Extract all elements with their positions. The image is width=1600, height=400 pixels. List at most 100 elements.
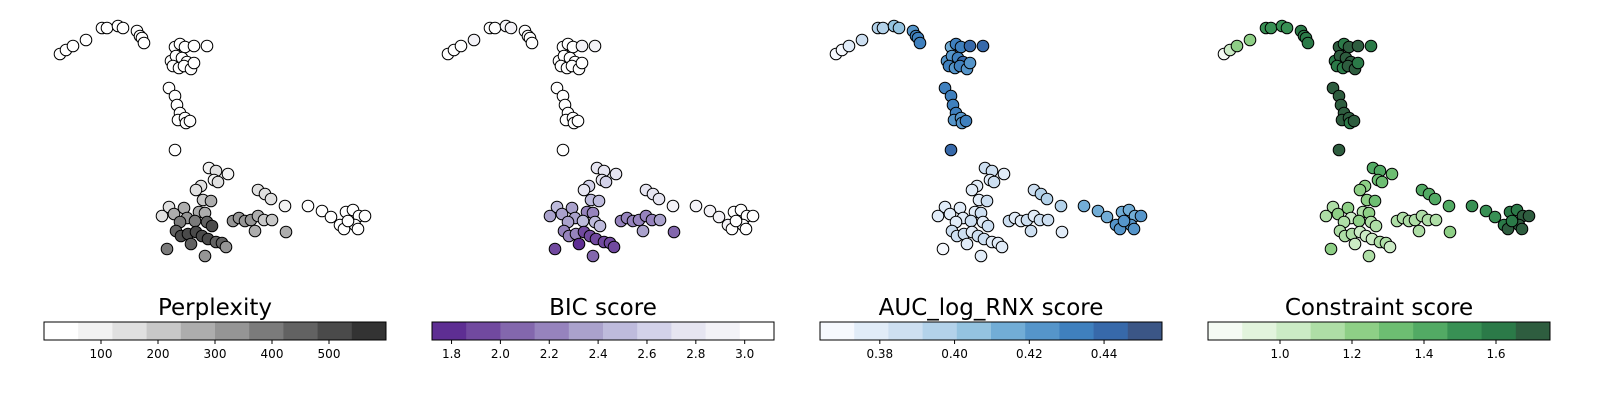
scatter-point <box>188 214 202 228</box>
colorbar-frame <box>819 321 1163 341</box>
scatter-point <box>959 114 973 128</box>
panel-title: AUC_log_RNX score <box>879 295 1104 321</box>
scatter-point <box>278 199 292 213</box>
scatter-point <box>703 204 717 218</box>
scatter-point <box>1319 209 1333 223</box>
colorbar-segment <box>1127 322 1163 340</box>
scatter-point <box>1348 237 1362 251</box>
scatter-point <box>963 39 977 53</box>
scatter-point <box>100 21 114 35</box>
scatter-point <box>1442 199 1456 213</box>
scatter-point <box>575 56 589 70</box>
scatter-point <box>1100 210 1114 224</box>
colorbar-segment <box>215 322 250 340</box>
colorbar-segment <box>991 322 1026 340</box>
scatter-point <box>219 240 233 254</box>
scatter-point <box>892 21 906 35</box>
scatter-point <box>324 210 338 224</box>
scatter-point <box>1352 214 1366 228</box>
colorbar-tick-label: 1.2 <box>1342 347 1361 361</box>
scatter-point <box>187 39 201 53</box>
scatter-point <box>548 242 562 256</box>
colorbar-segment <box>351 322 387 340</box>
scatter-point <box>1505 214 1519 228</box>
scatter-point <box>1362 249 1376 263</box>
scatter-point <box>168 143 182 157</box>
panel-2: BIC score 1.8 2.0 2.2 2.4 2.6 2.8 3.0 <box>431 19 775 361</box>
scatter-point <box>1385 167 1399 181</box>
scatter-point <box>1127 222 1141 236</box>
colorbar-segment <box>854 322 889 340</box>
colorbar-segment <box>283 322 319 340</box>
colorbar: 0.38 0.40 0.42 0.44 <box>819 321 1163 361</box>
scatter-point <box>189 183 203 197</box>
scatter-point <box>636 224 650 238</box>
scatter-point <box>1117 214 1131 228</box>
colorbar-segment <box>739 322 775 340</box>
scatter-point <box>504 21 518 35</box>
scatter-point <box>1280 21 1294 35</box>
scatter-point <box>1332 143 1346 157</box>
colorbar-segment <box>820 322 855 340</box>
scatter-point <box>1488 210 1502 224</box>
colorbar-tick-label: 500 <box>318 347 341 361</box>
scatter-point <box>931 209 945 223</box>
scatter-point <box>593 219 607 233</box>
colorbar-segment <box>1344 322 1380 340</box>
scatter-point <box>543 209 557 223</box>
scatter-point <box>79 33 93 47</box>
scatter-point <box>1428 192 1442 206</box>
colorbar-segment <box>1093 322 1129 340</box>
scatter-point <box>1522 209 1536 223</box>
scatter-point <box>995 240 1009 254</box>
scatter-point <box>1429 213 1443 227</box>
scatter-point <box>987 175 1001 189</box>
scatter-point <box>211 175 225 189</box>
colorbar-segment <box>1515 322 1551 340</box>
colorbar-tick-label: 0.40 <box>941 347 968 361</box>
colorbar-tick-label: 400 <box>261 347 284 361</box>
colorbar-segment <box>1276 322 1312 340</box>
scatter-point <box>264 192 278 206</box>
scatter-point <box>960 237 974 251</box>
colorbar-segment <box>671 322 707 340</box>
colorbar-tick-label: 2.2 <box>540 347 559 361</box>
scatter-points <box>53 19 372 263</box>
scatter-point <box>712 210 726 224</box>
colorbar-segment <box>1208 322 1243 340</box>
scatter-point <box>746 209 760 223</box>
scatter-point <box>974 249 988 263</box>
colorbar-segment <box>78 322 113 340</box>
scatter-point <box>652 192 666 206</box>
scatter-point <box>1364 39 1378 53</box>
colorbar-segment <box>1059 322 1095 340</box>
colorbar-segment <box>180 322 216 340</box>
colorbar-tick-label: 2.6 <box>637 347 656 361</box>
scatter-point <box>116 21 130 35</box>
scatter-point <box>944 143 958 157</box>
scatter-point <box>1055 225 1069 239</box>
scatter-point <box>592 194 606 208</box>
colorbar-tick-label: 1.8 <box>442 347 461 361</box>
scatter-point <box>1040 192 1054 206</box>
scatter-point <box>1443 225 1457 239</box>
scatter-point <box>358 209 372 223</box>
colorbar-segment <box>1242 322 1277 340</box>
scatter-point <box>183 114 197 128</box>
scatter-point <box>341 214 355 228</box>
colorbar-tick-label: 1.0 <box>1270 347 1289 361</box>
colorbar: 1.0 1.2 1.4 1.6 <box>1207 321 1551 361</box>
scatter-point <box>963 56 977 70</box>
scatter-point <box>1264 21 1278 35</box>
colorbar: 1.8 2.0 2.2 2.4 2.6 2.8 3.0 <box>431 321 775 361</box>
scatter-point <box>981 219 995 233</box>
scatter-point <box>997 167 1011 181</box>
colorbar-segment <box>1025 322 1060 340</box>
scatter-point <box>1041 213 1055 227</box>
scatter-point <box>1412 224 1426 238</box>
colorbar-tick-label: 2.4 <box>589 347 608 361</box>
colorbar-tick-label: 200 <box>147 347 170 361</box>
scatter-point <box>1383 240 1397 254</box>
panel-3: AUC_log_RNX score 0.38 0.40 0.42 0.44 <box>819 19 1163 361</box>
